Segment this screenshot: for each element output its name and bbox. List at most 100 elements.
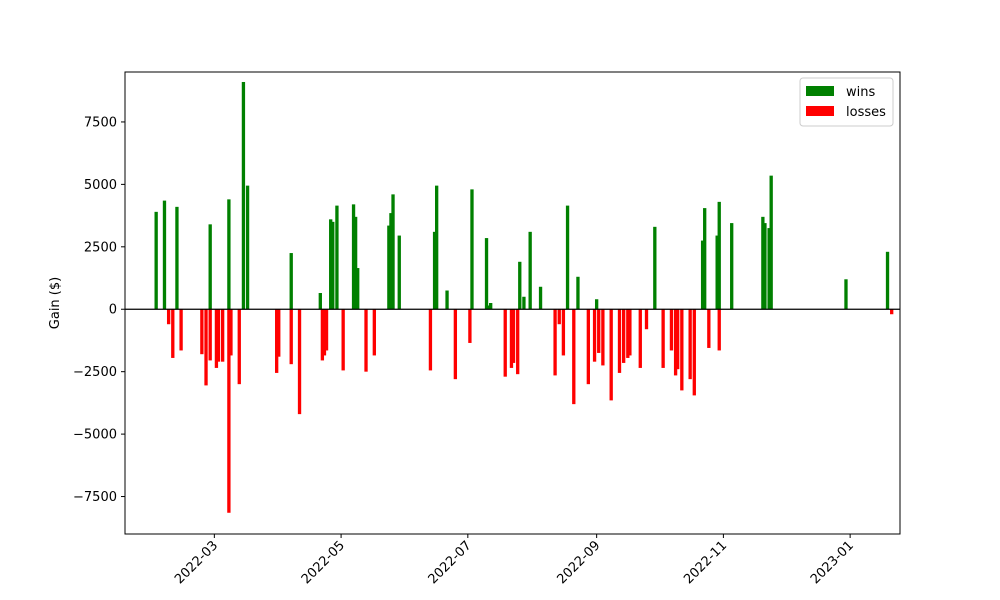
plot-frame (124, 71, 901, 535)
bar-losses-43 (644, 309, 649, 330)
bar-wins-19 (432, 231, 437, 310)
bar-losses-35 (597, 309, 601, 353)
bar-losses-17 (322, 309, 327, 356)
legend-swatch-wins (806, 86, 834, 96)
bar-wins-1 (162, 200, 167, 310)
bar-losses-3 (200, 309, 204, 355)
bar-losses-50 (692, 309, 696, 396)
bar-losses-10 (229, 309, 233, 356)
bar-wins-17 (391, 194, 395, 310)
bar-wins-36 (715, 235, 719, 310)
bar-losses-28 (516, 309, 520, 375)
bar-losses-36 (601, 309, 605, 366)
bar-losses-2 (179, 309, 183, 351)
bar-wins-11 (335, 205, 339, 310)
bar-losses-46 (673, 309, 678, 376)
bar-losses-40 (626, 309, 630, 358)
y-tick-label-1: −5000 (73, 428, 117, 443)
bar-losses-6 (214, 309, 219, 368)
bar-wins-27 (522, 296, 526, 310)
bar-wins-28 (528, 231, 532, 310)
bar-losses-32 (572, 309, 576, 405)
bar-wins-32 (594, 299, 599, 310)
bar-losses-45 (669, 309, 674, 351)
bar-wins-26 (518, 261, 522, 310)
bar-wins-21 (445, 290, 449, 310)
bar-wins-42 (769, 175, 773, 310)
bar-wins-29 (538, 286, 543, 310)
bar-losses-41 (628, 309, 632, 356)
bar-wins-12 (351, 204, 356, 310)
bar-losses-30 (557, 309, 561, 325)
bar-wins-9 (329, 219, 333, 310)
bar-wins-39 (761, 216, 765, 310)
legend-swatch-losses (806, 106, 834, 116)
bar-wins-4 (227, 199, 231, 310)
bar-losses-22 (428, 309, 433, 371)
legend-label-wins: wins (846, 85, 875, 100)
bar-losses-48 (680, 309, 684, 391)
bar-wins-44 (885, 251, 890, 310)
bar-wins-6 (245, 185, 250, 310)
bar-wins-41 (767, 228, 771, 310)
bar-wins-37 (717, 201, 721, 310)
bar-losses-14 (289, 309, 293, 365)
bar-losses-5 (208, 309, 212, 361)
bar-wins-34 (700, 240, 705, 310)
bar-losses-18 (324, 309, 329, 351)
bar-wins-8 (318, 293, 322, 310)
bar-wins-23 (484, 238, 489, 310)
y-tick-label-5: 5000 (84, 178, 117, 193)
legend: wins losses (799, 77, 894, 127)
bar-losses-31 (561, 309, 566, 356)
bar-losses-53 (890, 309, 894, 315)
bar-losses-19 (341, 309, 345, 371)
bar-losses-47 (676, 309, 680, 370)
bar-wins-16 (389, 213, 393, 310)
bar-wins-43 (844, 279, 848, 310)
bar-losses-26 (509, 309, 514, 368)
bar-wins-0 (154, 211, 158, 310)
bar-losses-51 (707, 309, 711, 348)
bar-wins-35 (703, 208, 707, 310)
y-tick-label-3: 0 (109, 303, 117, 318)
bar-wins-20 (435, 185, 439, 310)
bar-wins-18 (397, 235, 401, 310)
y-tick-label-4: 2500 (84, 240, 117, 255)
bar-losses-13 (277, 309, 281, 357)
bar-losses-11 (237, 309, 241, 385)
bar-losses-44 (661, 309, 665, 368)
bar-losses-38 (617, 309, 622, 373)
bar-losses-42 (638, 309, 642, 368)
bar-losses-16 (320, 309, 325, 361)
bar-wins-24 (486, 305, 491, 310)
bar-wins-7 (289, 253, 293, 310)
bar-wins-40 (763, 223, 767, 310)
bar-losses-25 (503, 309, 507, 377)
y-axis-label: Gain ($) (48, 277, 63, 329)
bar-losses-21 (372, 309, 376, 356)
bars-layer (154, 81, 894, 513)
bar-losses-23 (453, 309, 458, 380)
bar-losses-4 (204, 309, 208, 386)
bar-wins-33 (653, 226, 657, 310)
bar-losses-33 (586, 309, 590, 385)
bar-wins-30 (565, 205, 570, 310)
bar-wins-13 (353, 216, 358, 310)
bar-losses-29 (553, 309, 557, 376)
bar-wins-38 (730, 223, 734, 310)
y-tick-label-0: −7500 (73, 490, 117, 505)
bar-losses-9 (227, 309, 231, 513)
y-tick-label-2: −2500 (73, 365, 117, 380)
bar-wins-15 (387, 225, 391, 310)
legend-label-losses: losses (846, 105, 886, 120)
bar-losses-37 (609, 309, 613, 401)
bar-wins-5 (241, 81, 246, 310)
bar-losses-34 (592, 309, 597, 362)
bar-losses-39 (622, 309, 626, 363)
bar-wins-14 (356, 268, 360, 310)
bar-losses-20 (364, 309, 368, 372)
bar-losses-12 (275, 309, 279, 373)
bar-losses-27 (511, 309, 516, 363)
